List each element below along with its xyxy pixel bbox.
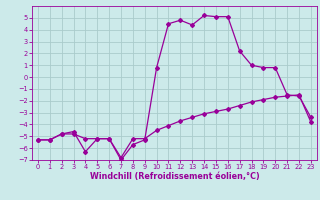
X-axis label: Windchill (Refroidissement éolien,°C): Windchill (Refroidissement éolien,°C)	[90, 172, 259, 181]
